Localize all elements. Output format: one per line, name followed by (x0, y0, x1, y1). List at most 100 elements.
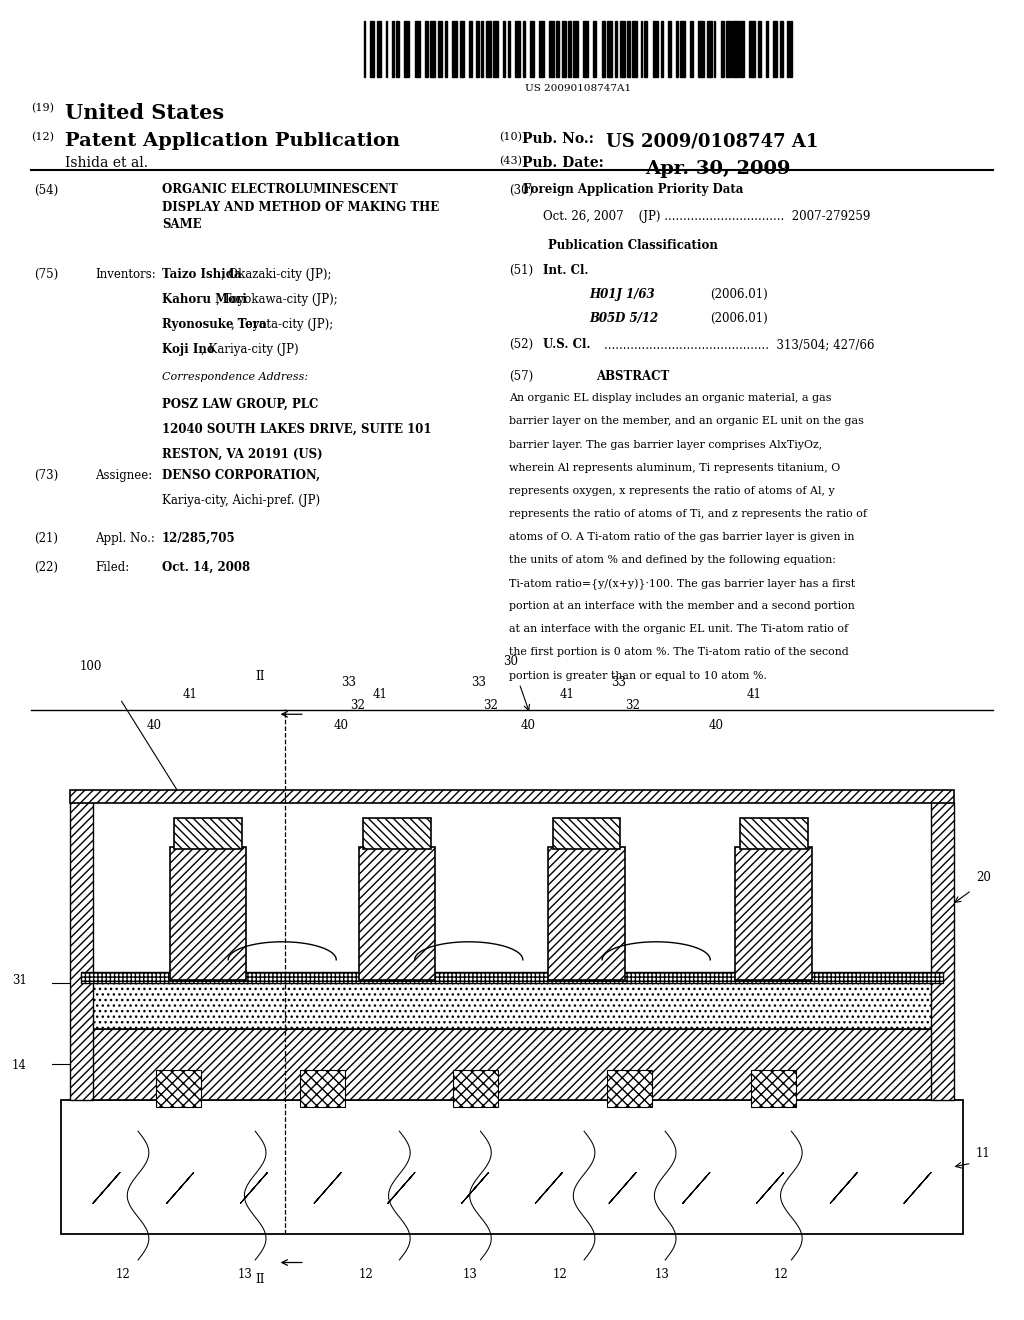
Bar (698, 21, 703, 77)
Bar (553, 818, 621, 849)
Bar (515, 21, 520, 77)
Text: 40: 40 (709, 719, 723, 733)
Bar (615, 21, 616, 77)
Text: 12040 SOUTH LAKES DRIVE, SUITE 101: 12040 SOUTH LAKES DRIVE, SUITE 101 (162, 422, 431, 436)
Bar (632, 21, 637, 77)
Text: 31: 31 (12, 974, 27, 987)
Text: ............................................  313/504; 427/66: ........................................… (604, 338, 874, 351)
Text: the first portion is 0 atom %. The Ti-atom ratio of the second: the first portion is 0 atom %. The Ti-at… (509, 648, 849, 657)
Text: 40: 40 (147, 719, 162, 733)
Bar (652, 21, 657, 77)
Bar (454, 1071, 499, 1106)
Text: 32: 32 (483, 698, 498, 711)
Bar (469, 21, 472, 77)
Text: 13: 13 (238, 1267, 252, 1280)
Text: (57): (57) (509, 370, 534, 383)
Text: Foreign Application Priority Data: Foreign Application Priority Data (522, 183, 743, 197)
Bar (530, 21, 534, 77)
Bar (415, 21, 420, 77)
Bar (707, 21, 712, 77)
Text: 12: 12 (116, 1267, 130, 1280)
Bar (539, 21, 544, 77)
Bar (430, 21, 435, 77)
Text: 12/285,705: 12/285,705 (162, 532, 236, 545)
Bar (606, 1071, 651, 1106)
Bar (508, 21, 510, 77)
Bar (735, 846, 812, 981)
Bar (81, 1030, 943, 1101)
Text: 100: 100 (80, 660, 101, 673)
Text: (75): (75) (34, 268, 58, 281)
Bar (425, 21, 428, 77)
Text: 41: 41 (560, 689, 574, 701)
Bar (523, 21, 525, 77)
Bar (81, 981, 943, 1030)
Text: An organic EL display includes an organic material, a gas: An organic EL display includes an organi… (509, 393, 831, 404)
Text: 41: 41 (746, 689, 761, 701)
Bar (567, 21, 571, 77)
Text: (51): (51) (509, 264, 534, 277)
Text: 41: 41 (183, 689, 198, 701)
Text: 40: 40 (334, 719, 348, 733)
Text: 41: 41 (373, 689, 387, 701)
Bar (732, 21, 737, 77)
Bar (750, 21, 755, 77)
Bar (300, 1071, 345, 1106)
Text: 13: 13 (654, 1267, 670, 1280)
Text: 12: 12 (773, 1267, 788, 1280)
Text: 30: 30 (503, 655, 518, 668)
Bar (721, 21, 724, 77)
Text: 40: 40 (521, 719, 536, 733)
Bar (396, 21, 399, 77)
Text: represents oxygen, x represents the ratio of atoms of Al, y: represents oxygen, x represents the rati… (509, 486, 835, 496)
Bar (377, 21, 381, 77)
Bar (392, 21, 394, 77)
Bar (476, 21, 479, 77)
Text: II: II (255, 1272, 264, 1286)
Text: , Toyokawa-city (JP);: , Toyokawa-city (JP); (216, 293, 338, 306)
Bar (668, 21, 671, 77)
Text: at an interface with the organic EL unit. The Ti-atom ratio of: at an interface with the organic EL unit… (509, 624, 848, 635)
Text: (30): (30) (509, 183, 534, 197)
Bar (71, 789, 953, 803)
Bar (606, 21, 611, 77)
Text: Ishida et al.: Ishida et al. (65, 156, 147, 170)
Text: 33: 33 (611, 676, 626, 689)
Text: (21): (21) (34, 532, 57, 545)
Bar (81, 972, 943, 983)
Bar (791, 21, 792, 77)
Text: ABSTRACT: ABSTRACT (596, 370, 670, 383)
Bar (386, 21, 387, 77)
Text: (19): (19) (31, 103, 53, 114)
Bar (461, 21, 464, 77)
Text: Apr. 30, 2009: Apr. 30, 2009 (645, 160, 791, 178)
Text: US 2009/0108747 A1: US 2009/0108747 A1 (606, 132, 818, 150)
Bar (714, 21, 716, 77)
Bar (549, 21, 554, 77)
Bar (556, 21, 559, 77)
Text: (52): (52) (509, 338, 534, 351)
Bar (758, 21, 761, 77)
Bar (751, 1071, 796, 1106)
Text: U.S. Cl.: U.S. Cl. (543, 338, 590, 351)
Text: 33: 33 (341, 676, 355, 689)
Text: Ti-atom ratio={y/(x+y)}·100. The gas barrier layer has a first: Ti-atom ratio={y/(x+y)}·100. The gas bar… (509, 578, 855, 590)
Text: atoms of O. A Ti-atom ratio of the gas barrier layer is given in: atoms of O. A Ti-atom ratio of the gas b… (509, 532, 854, 543)
Text: 32: 32 (625, 698, 640, 711)
Text: US 20090108747A1: US 20090108747A1 (525, 84, 632, 94)
Bar (621, 21, 626, 77)
Bar (452, 21, 457, 77)
Text: RESTON, VA 20191 (US): RESTON, VA 20191 (US) (162, 447, 323, 461)
Text: the units of atom % and defined by the following equation:: the units of atom % and defined by the f… (509, 556, 836, 565)
Bar (739, 21, 744, 77)
Text: Taizo Ishida: Taizo Ishida (162, 268, 242, 281)
Text: , Okazaki-city (JP);: , Okazaki-city (JP); (221, 268, 332, 281)
Bar (583, 21, 588, 77)
Bar (680, 21, 685, 77)
Bar (786, 21, 788, 77)
Text: DENSO CORPORATION,: DENSO CORPORATION, (162, 469, 319, 482)
Bar (644, 21, 647, 77)
Text: B05D 5/12: B05D 5/12 (589, 312, 658, 325)
Text: Pub. No.:: Pub. No.: (522, 132, 594, 147)
Bar (61, 1101, 963, 1234)
